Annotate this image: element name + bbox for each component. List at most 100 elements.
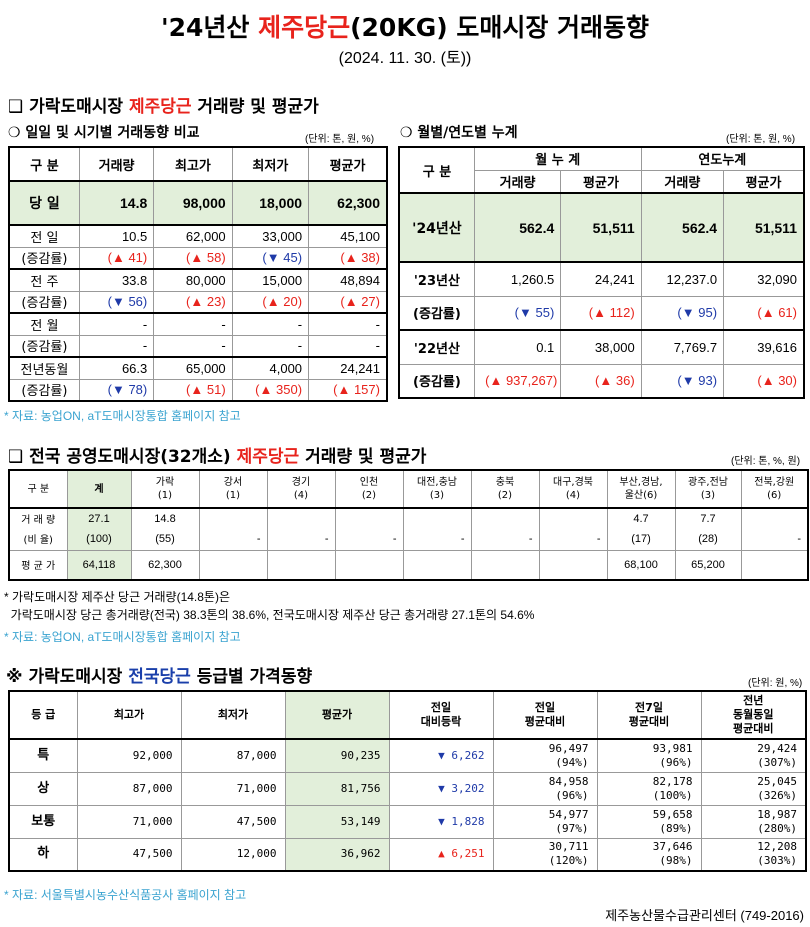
value-cell [470, 550, 540, 580]
value-cell: 96,497 (94%) [492, 738, 598, 773]
value-cell: 65,000 [153, 356, 233, 380]
row-label: (증감률) [8, 334, 80, 358]
row-label: 전 주 [8, 268, 80, 292]
value-cell: 10.5 [78, 224, 155, 248]
value-cell: 29,424 (307%) [700, 738, 807, 773]
change-arrow: ▼ [111, 294, 125, 310]
value-cell: 59,658 (89%) [596, 804, 702, 839]
grade-label: 보통 [8, 804, 78, 839]
value-cell: 87,000 [180, 738, 286, 773]
change-row: (증감률) (▲ 937,267) (▲ 36) (▼ 93) (▲ 30) [398, 363, 805, 399]
value-cell: 15,000 [231, 268, 310, 292]
footer-org: 제주농산물수급관리센터 (749-2016) [605, 908, 804, 923]
report-date: (2024. 11. 30. (토)) [338, 50, 472, 67]
row-label: '24년산 [398, 192, 475, 263]
change-arrow: ▲ [761, 305, 775, 321]
value-cell: 12,208 (303%) [700, 837, 807, 872]
value-cell: 37,646 (98%) [596, 837, 702, 872]
change-arrow: ▲ [190, 294, 204, 310]
value-cell: 27.1 [66, 508, 132, 528]
row-label: (증감률) [398, 295, 475, 331]
change-arrow: ▲ [190, 382, 204, 398]
change-cell: (▲ 36) [560, 363, 642, 399]
header-cell: 연도누계 [640, 146, 805, 171]
change-row: (증감률) (▲ 41) (▲ 58) (▼ 45) (▲ 38) [8, 246, 388, 270]
value-cell: 81,756 [284, 771, 390, 806]
value-cell: 562.4 [473, 192, 562, 263]
value-cell: 54,977 (97%) [492, 804, 598, 839]
table-row: 평 균 가 64,118 62,300 68,100 65,200 [8, 550, 809, 580]
header-cell: 최저가 [231, 146, 310, 182]
value-cell [402, 550, 472, 580]
value-cell: 53,149 [284, 804, 390, 839]
change-cell: (▲ 27) [308, 290, 388, 314]
change-cell: (▲ 41) [78, 246, 155, 270]
grade-label: 하 [8, 837, 78, 872]
header-cell: 강서 (1) [198, 470, 268, 509]
table-row: 상 87,000 71,000 81,756 ▼ 3,202 84,958 (96… [8, 771, 807, 806]
value-cell: (28) [674, 528, 742, 551]
value-cell: - [198, 528, 268, 551]
value-cell: 32,090 [723, 261, 805, 297]
section2-unit: (단위: 톤, %, 원) [731, 456, 801, 467]
row-label: 거 래 량 [8, 508, 68, 528]
row-label: 전 월 [8, 312, 80, 336]
value-cell: 33,000 [231, 224, 310, 248]
change-arrow: ▲ [593, 305, 606, 321]
header-cell: 전7일 평균대비 [596, 690, 702, 740]
value-cell: 80,000 [153, 268, 233, 292]
header-cell: 거래량 [640, 169, 725, 194]
header-cell: 전일 대비등락 [388, 690, 494, 740]
table-row: 전 주 33.8 80,000 15,000 48,894 [8, 268, 388, 292]
change-cell: (▲ 157) [308, 378, 388, 402]
value-cell: 66.3 [78, 356, 155, 380]
value-cell: 47,500 [180, 804, 286, 839]
change-arrow: ▼ [111, 382, 125, 398]
value-cell [538, 508, 608, 528]
header-cell: 평균가 [560, 169, 642, 194]
header-cell: 평균가 [284, 690, 390, 740]
change-cell: (▼ 78) [78, 378, 155, 402]
grade-label: 특 [8, 738, 78, 773]
table-header-row: 거래량 평균가 거래량 평균가 [399, 169, 805, 194]
value-cell: 84,958 (96%) [492, 771, 598, 806]
header-cell: 평균가 [308, 146, 388, 182]
table-row: 전 일 10.5 62,000 33,000 45,100 [8, 224, 388, 248]
table-row: 보통 71,000 47,500 53,149 ▼ 1,828 54,977 (9… [8, 804, 807, 839]
header-cell: 평균가 [723, 169, 805, 194]
header-cell: 구 분 [8, 470, 68, 509]
table-row: (비 율) (100) (55) - - - - - - (17) (28) - [8, 528, 809, 551]
diff-cell: ▼ 3,202 [388, 771, 494, 806]
value-cell: 12,000 [180, 837, 286, 872]
table-row: 하 47,500 12,000 36,962 ▲ 6,251 30,711 (12… [8, 837, 807, 872]
row-label: 당 일 [8, 180, 80, 226]
current-year-row: '24년산 562.4 51,511 562.4 51,511 [398, 192, 805, 263]
diff-cell: ▼ 1,828 [388, 804, 494, 839]
value-cell: 25,045 (326%) [700, 771, 807, 806]
header-cell: 충북 (2) [470, 470, 540, 509]
header-cell: 최고가 [76, 690, 182, 740]
value-cell: - [153, 312, 233, 336]
value-cell: 82,178 (100%) [596, 771, 702, 806]
section3-unit: (단위: 원, %) [748, 678, 803, 689]
value-cell: - [78, 312, 155, 336]
row-label: 평 균 가 [8, 550, 68, 580]
daily-unit: (단위: 톤, 원, %) [305, 134, 375, 145]
value-cell: - [402, 528, 472, 551]
value-cell: 7.7 [674, 508, 742, 528]
value-cell: - [266, 528, 336, 551]
header-cell: 인천 (2) [334, 470, 404, 509]
value-cell: 18,000 [231, 180, 310, 226]
footnote-line-2: 가락도매시장 당근 총거래량(전국) 38.3톤의 38.6%, 전국도매시장 … [4, 608, 535, 622]
header-cell: 구 분 [398, 146, 475, 194]
change-arrow: ▼ [438, 748, 445, 762]
value-cell: 24,241 [560, 261, 642, 297]
change-cell: (▲ 350) [231, 378, 310, 402]
value-cell: - [231, 312, 310, 336]
header-cell: 전일 평균대비 [492, 690, 598, 740]
change-arrow: ▲ [489, 373, 503, 389]
value-cell: 33.8 [78, 268, 155, 292]
change-arrow: ▲ [761, 373, 775, 389]
change-cell: (▲ 20) [231, 290, 310, 314]
change-arrow: ▲ [190, 250, 204, 266]
